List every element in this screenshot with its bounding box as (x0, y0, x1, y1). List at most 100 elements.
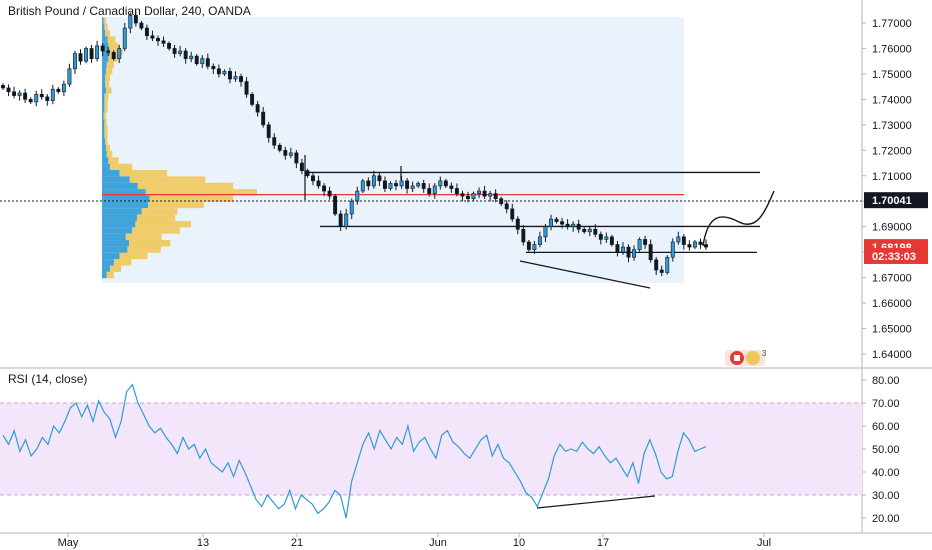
volume-profile-bin-down (102, 271, 107, 279)
price-tick-label: 1.74000 (872, 94, 912, 106)
volume-profile-bin-up (108, 157, 119, 164)
price-tick-label: 1.72000 (872, 145, 912, 157)
candle-down (654, 259, 659, 271)
volume-profile-bin-down (102, 74, 106, 81)
candle-down (100, 45, 105, 52)
rsi-tick-label: 70.00 (872, 398, 900, 410)
candle-down (460, 193, 465, 197)
candle-down (56, 88, 61, 93)
candle-up (665, 256, 670, 273)
volume-profile-bin-down (102, 125, 105, 132)
volume-profile-bin-up (105, 138, 108, 145)
candle-down (521, 228, 526, 243)
volume-profile-bin-down (102, 80, 106, 88)
price-tick-label: 1.73000 (872, 120, 912, 132)
price-labels: 1.700411.6819802:33:03 (864, 192, 928, 264)
candle-down (227, 71, 232, 80)
volume-profile-bin-up (104, 93, 109, 101)
candle-down (598, 234, 603, 240)
candle-down (643, 239, 648, 245)
candle-up (349, 200, 354, 215)
time-tick-label: 13 (197, 537, 209, 549)
drawings (304, 155, 775, 509)
price-label-bg (864, 192, 928, 209)
candle-down (106, 50, 111, 53)
volume-profile-bin-up (105, 30, 110, 37)
rsi-divergence-line (536, 495, 656, 509)
price-tick-label: 1.76000 (872, 43, 912, 55)
rsi-title: RSI (14, close) (8, 372, 87, 386)
price-tick-label: 1.65000 (872, 324, 912, 336)
time-tick-label: 17 (597, 537, 609, 549)
volume-profile-bin-down (102, 23, 105, 31)
candle-up (632, 249, 636, 258)
candle-down (609, 236, 614, 245)
candle-series (1, 11, 708, 277)
volume-profile-bin-down (102, 42, 109, 50)
candle-down (698, 241, 703, 245)
volume-profile-bin-down (102, 265, 110, 272)
candle-up (416, 183, 421, 187)
volume-profile-bin-down (102, 106, 105, 113)
price-trendline (519, 260, 651, 289)
candle-down (272, 137, 277, 146)
horizontal-levels (102, 171, 760, 254)
candle-down (394, 183, 398, 187)
volume-profile-bin-up (129, 176, 206, 183)
candle-down (333, 195, 338, 215)
candle-down (615, 244, 620, 253)
candle-down (560, 221, 565, 225)
candle-down (266, 124, 271, 138)
volume-profile-bin-down (102, 49, 110, 56)
volume-profile-bin-up (137, 182, 234, 190)
volume-profile-bin-down (102, 259, 114, 266)
candle-down (382, 180, 387, 189)
candle-up (587, 228, 592, 233)
volume-profile-bin-up (104, 125, 108, 132)
volume-profile-bin-up (107, 36, 116, 43)
volume-profile-bin-down (102, 189, 146, 196)
candle-up (604, 236, 609, 240)
candle-down (239, 76, 243, 82)
candle-down (172, 48, 177, 54)
candle-down (316, 180, 321, 187)
volume-profile-bin-up (127, 246, 161, 253)
volume-profile-bin-up (113, 259, 132, 266)
candle-down (161, 40, 166, 44)
candle-up (178, 50, 183, 54)
candle-down (139, 22, 144, 29)
rsi-line (2, 383, 707, 519)
candle-down (216, 68, 221, 75)
candle-down (504, 203, 509, 210)
candle-down (322, 185, 327, 192)
candle-down (659, 269, 664, 273)
time-tick-label: 21 (291, 537, 303, 549)
volume-profile-bin-down (102, 240, 130, 247)
candle-down (6, 87, 11, 93)
volume-profile-bin-up (105, 74, 110, 81)
watermark-badge: 3 (762, 349, 767, 358)
price-tick-label: 1.75000 (872, 69, 912, 81)
candle-up (128, 15, 133, 29)
candle-up (17, 92, 22, 96)
volume-profile-bin-down (102, 163, 110, 171)
volume-profile-bin-down (102, 150, 107, 158)
candle-up (670, 241, 675, 258)
volume-profile-bin-up (106, 150, 113, 158)
time-tick-label: Jun (429, 537, 447, 549)
candle-down (493, 193, 498, 199)
price-tick-label: 1.66000 (872, 298, 912, 310)
candle-up (477, 190, 482, 194)
candle-up (543, 226, 548, 238)
price-label-bg (864, 247, 928, 264)
candle-up (233, 76, 238, 80)
chart-title: British Pound / Canadian Dollar, 240, OA… (8, 4, 251, 18)
candle-up (34, 93, 39, 103)
volume-profile-bin-up (149, 195, 234, 202)
candle-down (194, 55, 199, 65)
volume-profile-bin-up (132, 227, 180, 234)
candle-up (61, 83, 66, 93)
rsi-tick-label: 50.00 (872, 444, 900, 456)
volume-profile-bin-up (105, 87, 112, 94)
